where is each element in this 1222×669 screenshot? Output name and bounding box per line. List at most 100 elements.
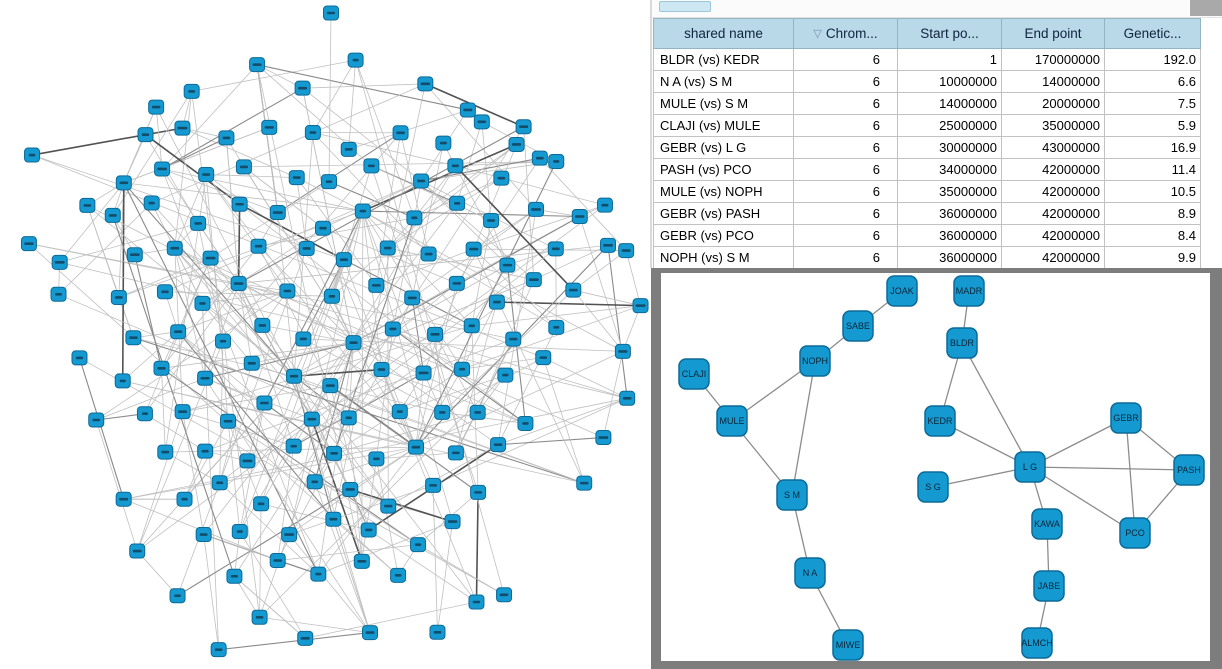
network-node-noph[interactable]: NOPH — [799, 345, 831, 377]
node-label: SABE — [846, 321, 870, 331]
column-header-end-point[interactable]: End point — [1001, 18, 1105, 49]
network-node-miwe[interactable]: MIWE — [832, 629, 864, 661]
network-edge-l-g-pco[interactable] — [1029, 466, 1136, 534]
node-label-smudge — [283, 289, 292, 293]
network-node-s-g[interactable]: S G — [917, 471, 949, 503]
table-filler — [1200, 224, 1214, 247]
network-edge — [376, 328, 394, 459]
filter-funnel-icon[interactable]: ▽ — [813, 28, 822, 40]
network-edge — [123, 182, 295, 377]
network-node-sabe[interactable]: SABE — [842, 310, 874, 342]
node-label-smudge — [414, 543, 422, 546]
network-edge — [362, 210, 453, 522]
network-edge — [205, 338, 514, 452]
network-edge — [607, 245, 628, 399]
network-node-joak[interactable]: JOAK — [886, 275, 918, 307]
table-row[interactable]: PASH (vs) PCO 6 34000000 42000000 11.4 — [653, 158, 1214, 181]
table-row[interactable]: CLAJI (vs) MULE 6 25000000 35000000 5.9 — [653, 114, 1214, 137]
cell-start-position: 36000000 — [897, 246, 1002, 269]
cell-chromosome: 6 — [793, 114, 898, 137]
network-edge — [302, 259, 345, 340]
network-edge-l-g-pash[interactable] — [1029, 466, 1190, 471]
network-edge-s-g-l-g[interactable] — [932, 466, 1031, 488]
network-node-almch[interactable]: ALMCH — [1021, 627, 1053, 659]
table-row[interactable]: GEBR (vs) L G 6 30000000 43000000 16.9 — [653, 136, 1214, 159]
network-edge — [348, 325, 473, 419]
network-node-s-m[interactable]: S M — [776, 479, 808, 511]
network-edge — [461, 301, 498, 370]
table-tab-fragment[interactable] — [659, 1, 711, 12]
network-node-mule[interactable]: MULE — [716, 405, 748, 437]
network-node-pco[interactable]: PCO — [1119, 517, 1151, 549]
network-edge — [331, 296, 354, 343]
node-label-smudge — [357, 560, 367, 563]
network-edge-bldr-l-g[interactable] — [961, 342, 1031, 468]
column-header-genetic-distance[interactable]: Genetic... — [1104, 18, 1201, 49]
network-edge — [497, 209, 537, 445]
network-node-bldr[interactable]: BLDR — [946, 327, 978, 359]
table-row[interactable]: BLDR (vs) KEDR 6 1 170000000 192.0 — [653, 48, 1214, 71]
node-label-smudge — [539, 356, 547, 359]
network-edge — [456, 121, 483, 204]
network-node-kedr[interactable]: KEDR — [924, 405, 956, 437]
table-row[interactable]: N A (vs) S M 6 10000000 14000000 6.6 — [653, 70, 1214, 93]
network-edge — [376, 248, 474, 286]
node-label-smudge — [75, 356, 83, 360]
table-row[interactable]: MULE (vs) NOPH 6 35000000 42000000 10.5 — [653, 180, 1214, 203]
network-edge — [312, 132, 456, 167]
node-label-smudge — [300, 637, 310, 640]
cell-chromosome: 6 — [793, 180, 898, 203]
network-node-kawa[interactable]: KAWA — [1031, 508, 1063, 540]
column-header-start-position[interactable]: Start po... — [897, 18, 1002, 49]
node-label-smudge — [235, 202, 244, 206]
network-edge — [296, 177, 364, 212]
table-row[interactable]: NOPH (vs) S M 6 36000000 42000000 9.9 — [653, 246, 1214, 269]
node-label-smudge — [365, 631, 375, 634]
network-edge-noph-s-m[interactable] — [791, 360, 816, 496]
column-header-shared-name[interactable]: shared name — [653, 18, 794, 49]
node-label-smudge — [247, 361, 256, 365]
node-label-smudge — [477, 120, 487, 124]
network-node-claji[interactable]: CLAJI — [678, 358, 710, 390]
node-label-smudge — [635, 304, 646, 307]
network-node-gebr[interactable]: GEBR — [1110, 402, 1142, 434]
node-label-smudge — [230, 574, 239, 578]
node-label-smudge — [330, 452, 338, 455]
network-node-pash[interactable]: PASH — [1173, 454, 1205, 486]
network-edge-l-g-gebr[interactable] — [1029, 417, 1127, 468]
network-node-jabe[interactable]: JABE — [1033, 570, 1065, 602]
network-node-madr[interactable]: MADR — [953, 275, 985, 307]
network-edge — [455, 165, 606, 206]
node-label-smudge — [384, 504, 393, 508]
network-view-detail[interactable]: JOAK MADR SABE NOPH CLAJI BLDR MULE KEDR GEBR S M… — [651, 268, 1222, 669]
network-node-l-g[interactable]: L G — [1014, 451, 1046, 483]
cell-chromosome: 6 — [793, 158, 898, 181]
node-label-smudge — [418, 371, 429, 375]
node-label-smudge — [458, 367, 466, 371]
node-label-smudge — [487, 219, 496, 222]
network-edge — [123, 182, 319, 575]
table-row[interactable]: GEBR (vs) PCO 6 36000000 42000000 8.4 — [653, 224, 1214, 247]
table-row[interactable]: MULE (vs) S M 6 14000000 20000000 7.5 — [653, 92, 1214, 115]
cell-genetic-distance: 11.4 — [1104, 158, 1201, 181]
network-edge — [328, 12, 332, 182]
node-label-smudge — [371, 284, 381, 287]
edge-attribute-table-panel: shared name ▽ Chrom... Start po... End point… — [650, 0, 1222, 269]
network-edge — [256, 64, 363, 562]
network-edge — [239, 203, 345, 261]
column-header-chromosome[interactable]: ▽ Chrom... — [793, 18, 898, 49]
node-label-smudge — [129, 336, 138, 340]
node-label-smudge — [463, 108, 473, 112]
network-edge — [343, 253, 429, 261]
node-label-smudge — [417, 179, 426, 183]
network-edge — [362, 210, 624, 352]
network-edge — [462, 357, 544, 370]
table-row[interactable]: GEBR (vs) PASH 6 36000000 42000000 8.9 — [653, 202, 1214, 225]
network-view-main[interactable] — [0, 0, 650, 669]
network-edge — [361, 211, 364, 562]
network-node-n-a[interactable]: N A — [794, 557, 826, 589]
cell-chromosome: 6 — [793, 224, 898, 247]
node-label-smudge — [201, 449, 209, 453]
cell-genetic-distance: 7.5 — [1104, 92, 1201, 115]
network-edge-gebr-pco[interactable] — [1125, 417, 1136, 534]
